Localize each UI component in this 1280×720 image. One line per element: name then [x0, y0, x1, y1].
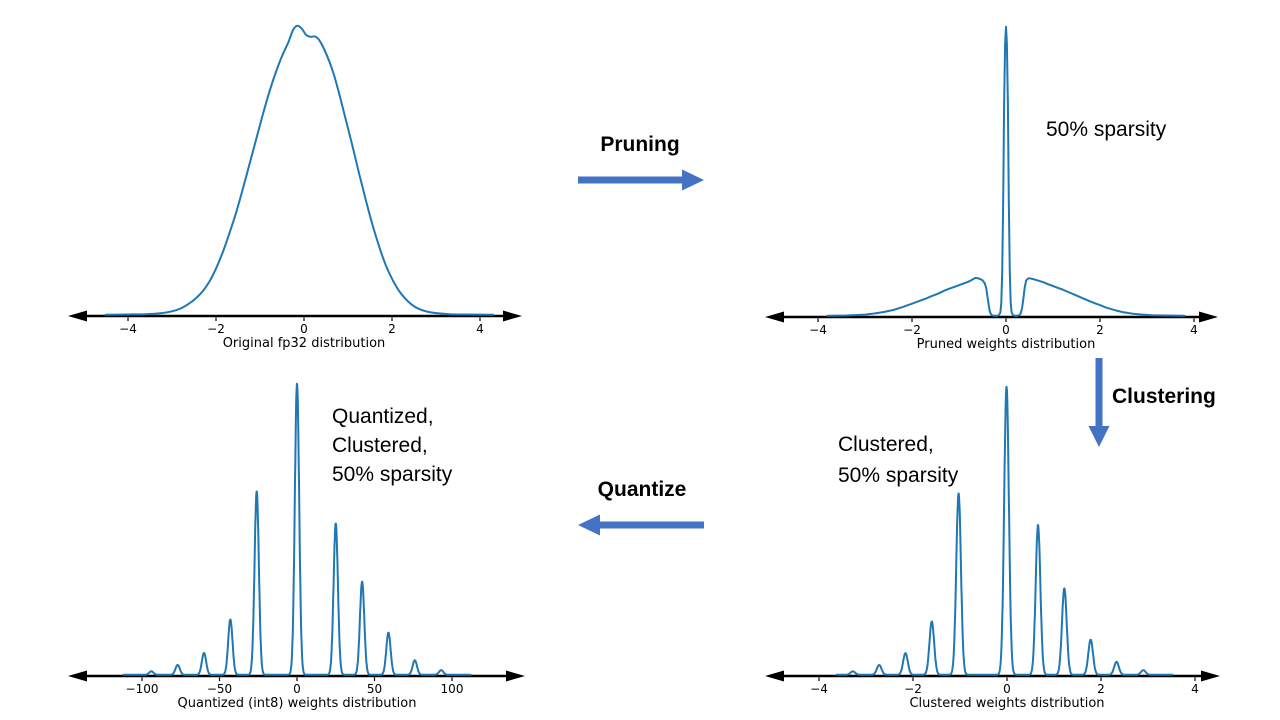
axis-left-arrowhead-icon: [68, 670, 87, 682]
pruning-arrow-icon: [578, 169, 704, 191]
tick-label: 4: [476, 322, 484, 336]
pruned-xlabel: Pruned weights distribution: [917, 337, 1096, 352]
axis-right-arrowhead-icon: [1199, 311, 1218, 323]
clustered-plot: −4 −2 0 2 4 Clustered weights distribution: [755, 372, 1230, 720]
original-fp32-curve: [105, 24, 495, 316]
original-fp32-plot: −4 −2 0 2 4 Original fp32 distribution: [60, 15, 535, 363]
quantize-label: Quantize: [597, 478, 687, 501]
tick-label: −4: [810, 682, 828, 696]
quantize-step: Quantize: [577, 477, 707, 536]
tick-label: 50: [367, 682, 382, 696]
tick-label: −2: [903, 323, 921, 337]
quantized-int8-xlabel: Quantized (int8) weights distribution: [178, 696, 417, 711]
axis-left-arrowhead-icon: [765, 670, 784, 682]
tick-label: −4: [809, 323, 827, 337]
quantized-int8-curve: [122, 382, 472, 676]
pruned-sparsity-annotation: 50% sparsity: [1046, 118, 1167, 141]
clustering-label: Clustering: [1112, 385, 1216, 408]
pruned-plot: −4 −2 0 2 4 Pruned weights distribution: [755, 15, 1230, 363]
original-fp32-plot-canvas: −4 −2 0 2 4 Original fp32 distribution: [68, 24, 522, 351]
clustered-plot-canvas: −4 −2 0 2 4 Clustered weights distribution: [765, 385, 1220, 711]
quantize-arrow-icon: [578, 514, 704, 536]
pruning-step: Pruning: [575, 132, 705, 191]
tick-label: 4: [1191, 682, 1199, 696]
tick-label: 2: [388, 322, 396, 336]
axis-right-arrowhead-icon: [503, 310, 522, 322]
clustered-annotation: Clustered, 50% sparsity: [838, 433, 959, 487]
axis-right-arrowhead-icon: [506, 670, 525, 682]
tick-label: −2: [904, 682, 922, 696]
tick-label: 0: [293, 682, 301, 696]
tick-label: −50: [207, 682, 232, 696]
axis-left-arrowhead-icon: [68, 310, 87, 322]
tick-label: 100: [441, 682, 464, 696]
tick-label: −4: [119, 322, 137, 336]
tick-label: 0: [300, 322, 308, 336]
tick-label: −100: [126, 682, 159, 696]
pruning-label: Pruning: [600, 133, 680, 156]
quantized-int8-plot-canvas: −100 −50 0 50 100 Quantized (int8) weights di…: [68, 382, 525, 711]
clustered-curve: [835, 385, 1174, 676]
pruned-plot-canvas: −4 −2 0 2 4 Pruned weights distribution: [765, 25, 1218, 352]
tick-label: 0: [1003, 682, 1011, 696]
tick-label: 2: [1096, 323, 1104, 337]
clustering-arrow-icon: [1088, 358, 1110, 447]
tick-label: 0: [1002, 323, 1010, 337]
axis-right-arrowhead-icon: [1201, 670, 1220, 682]
pruned-curve: [826, 25, 1186, 317]
tick-label: −2: [207, 322, 225, 336]
original-fp32-xlabel: Original fp32 distribution: [223, 336, 386, 351]
clustered-xlabel: Clustered weights distribution: [909, 696, 1104, 711]
tick-label: 4: [1190, 323, 1198, 337]
tick-label: 2: [1097, 682, 1105, 696]
axis-left-arrowhead-icon: [765, 311, 784, 323]
quantized-int8-plot: −100 −50 0 50 100 Quantized (int8) weights di…: [60, 372, 535, 720]
quantized-annotation: Quantized, Clustered, 50% sparsity: [332, 405, 453, 486]
